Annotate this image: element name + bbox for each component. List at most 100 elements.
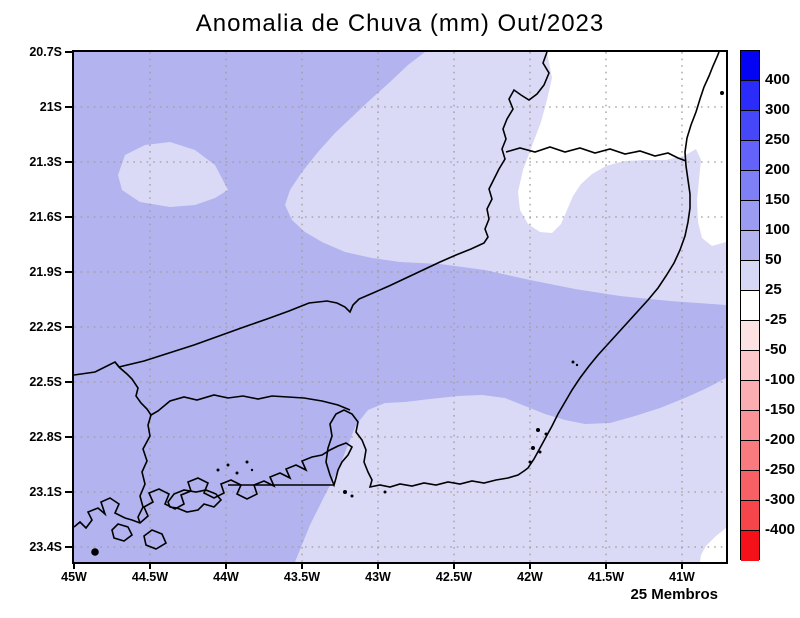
lon-tick-mark <box>225 563 227 569</box>
colorbar-segment <box>741 531 759 561</box>
lat-tick-label: 21S <box>39 100 62 114</box>
anomaly-region-nearzero-northeast <box>518 52 726 246</box>
lon-tick-mark <box>149 563 151 569</box>
colorbar-segment <box>741 411 759 441</box>
colorbar-tick-label: 100 <box>765 221 791 238</box>
lat-tick-mark <box>65 546 72 548</box>
lon-tick-mark <box>529 563 531 569</box>
islet-dot <box>343 490 347 494</box>
colorbar-segment <box>741 201 759 231</box>
colorbar-tick-label: -100 <box>765 371 796 388</box>
lat-tick-mark <box>65 491 72 493</box>
islet-dot <box>528 460 532 464</box>
islet-dot <box>720 91 724 95</box>
islet-dot <box>531 446 535 450</box>
colorbar-segment <box>741 51 759 81</box>
colorbar-segment <box>741 441 759 471</box>
colorbar-tick-label: -250 <box>765 461 796 478</box>
state-border-north-south <box>137 414 152 524</box>
lon-tick-label: 44W <box>213 570 239 584</box>
lat-tick-label: 22.5S <box>29 375 62 389</box>
anomaly-region-light-topleft <box>118 142 228 207</box>
colorbar-segment <box>741 141 759 171</box>
chart-title: Anomalia de Chuva (mm) Out/2023 <box>195 10 605 37</box>
lat-tick-mark <box>65 216 72 218</box>
lat-tick-mark <box>65 161 72 163</box>
colorbar-tick-label: 25 <box>765 281 782 298</box>
colorbar-segment <box>741 291 759 321</box>
lon-tick-mark <box>301 563 303 569</box>
islet-dot <box>245 460 249 464</box>
lon-tick-mark <box>605 563 607 569</box>
colorbar-tick-label: 250 <box>765 131 791 148</box>
lon-tick-label: 41W <box>669 570 695 584</box>
colorbar-tick-label: 150 <box>765 191 791 208</box>
colorbar-segment <box>741 501 759 531</box>
ensemble-members-label: 25 Membros <box>630 586 718 603</box>
anomaly-region-nearzero-corner <box>700 528 726 562</box>
islet-dot <box>538 450 542 454</box>
lon-tick-label: 43W <box>365 570 391 584</box>
lat-tick-label: 23.4S <box>29 540 62 554</box>
lon-tick-mark <box>377 563 379 569</box>
anomaly-region-light-southeast <box>295 378 726 562</box>
colorbar-segment <box>741 471 759 501</box>
colorbar-segment <box>741 231 759 261</box>
islet-dot <box>250 468 254 472</box>
island-west-1 <box>111 523 134 542</box>
colorbar-tick-label: -400 <box>765 521 796 538</box>
lat-tick-mark <box>65 271 72 273</box>
island-west-2 <box>143 529 168 550</box>
islet-dot <box>216 468 220 472</box>
lat-tick-mark <box>65 51 72 53</box>
colorbar-tick-label: 300 <box>765 101 791 118</box>
lat-tick-label: 20.7S <box>29 45 62 59</box>
islet-dot <box>544 432 548 436</box>
lat-tick-mark <box>65 436 72 438</box>
islet-dot <box>383 490 387 494</box>
colorbar-tick-label: -300 <box>765 491 796 508</box>
anomaly-map-svg <box>74 52 726 562</box>
colorbar-segment <box>741 171 759 201</box>
lon-tick-label: 42.5W <box>435 570 473 584</box>
lon-tick-label: 45W <box>61 570 87 584</box>
colorbar-segment <box>741 321 759 351</box>
colorbar-segment <box>741 111 759 141</box>
colorbar-tick-label: -150 <box>765 401 796 418</box>
island-ilha-grande <box>167 489 223 513</box>
lon-tick-mark <box>73 563 75 569</box>
colorbar-tick-label: -200 <box>765 431 796 448</box>
islet-dot <box>350 494 354 498</box>
lon-tick-label: 44.5W <box>131 570 169 584</box>
lon-tick-label: 41.5W <box>587 570 625 584</box>
colorbar-tick-label: 200 <box>765 161 791 178</box>
lat-tick-label: 21.6S <box>29 210 62 224</box>
colorbar <box>740 50 760 561</box>
lat-tick-label: 21.3S <box>29 155 62 169</box>
lat-tick-label: 22.2S <box>29 320 62 334</box>
state-border-west-east <box>114 361 351 417</box>
islet-dot <box>571 360 575 364</box>
islet-dot <box>226 463 230 467</box>
colorbar-segment <box>741 381 759 411</box>
state-border-east-branch <box>505 146 687 162</box>
islet-dot <box>536 428 540 432</box>
island-west-3 <box>91 548 99 556</box>
map-plot-area <box>72 50 728 564</box>
lon-tick-mark <box>681 563 683 569</box>
colorbar-segment <box>741 81 759 111</box>
colorbar-tick-label: 50 <box>765 251 782 268</box>
lon-tick-mark <box>453 563 455 569</box>
colorbar-tick-label: -50 <box>765 341 787 358</box>
state-border-diagonal <box>74 52 550 376</box>
islet-dot <box>575 363 579 367</box>
colorbar-segment <box>741 351 759 381</box>
islet-dot <box>235 471 239 475</box>
colorbar-tick-label: 400 <box>765 71 791 88</box>
colorbar-segment <box>741 261 759 291</box>
lon-tick-label: 43.5W <box>283 570 321 584</box>
lat-tick-label: 22.8S <box>29 430 62 444</box>
lat-tick-mark <box>65 106 72 108</box>
lat-tick-label: 21.9S <box>29 265 62 279</box>
